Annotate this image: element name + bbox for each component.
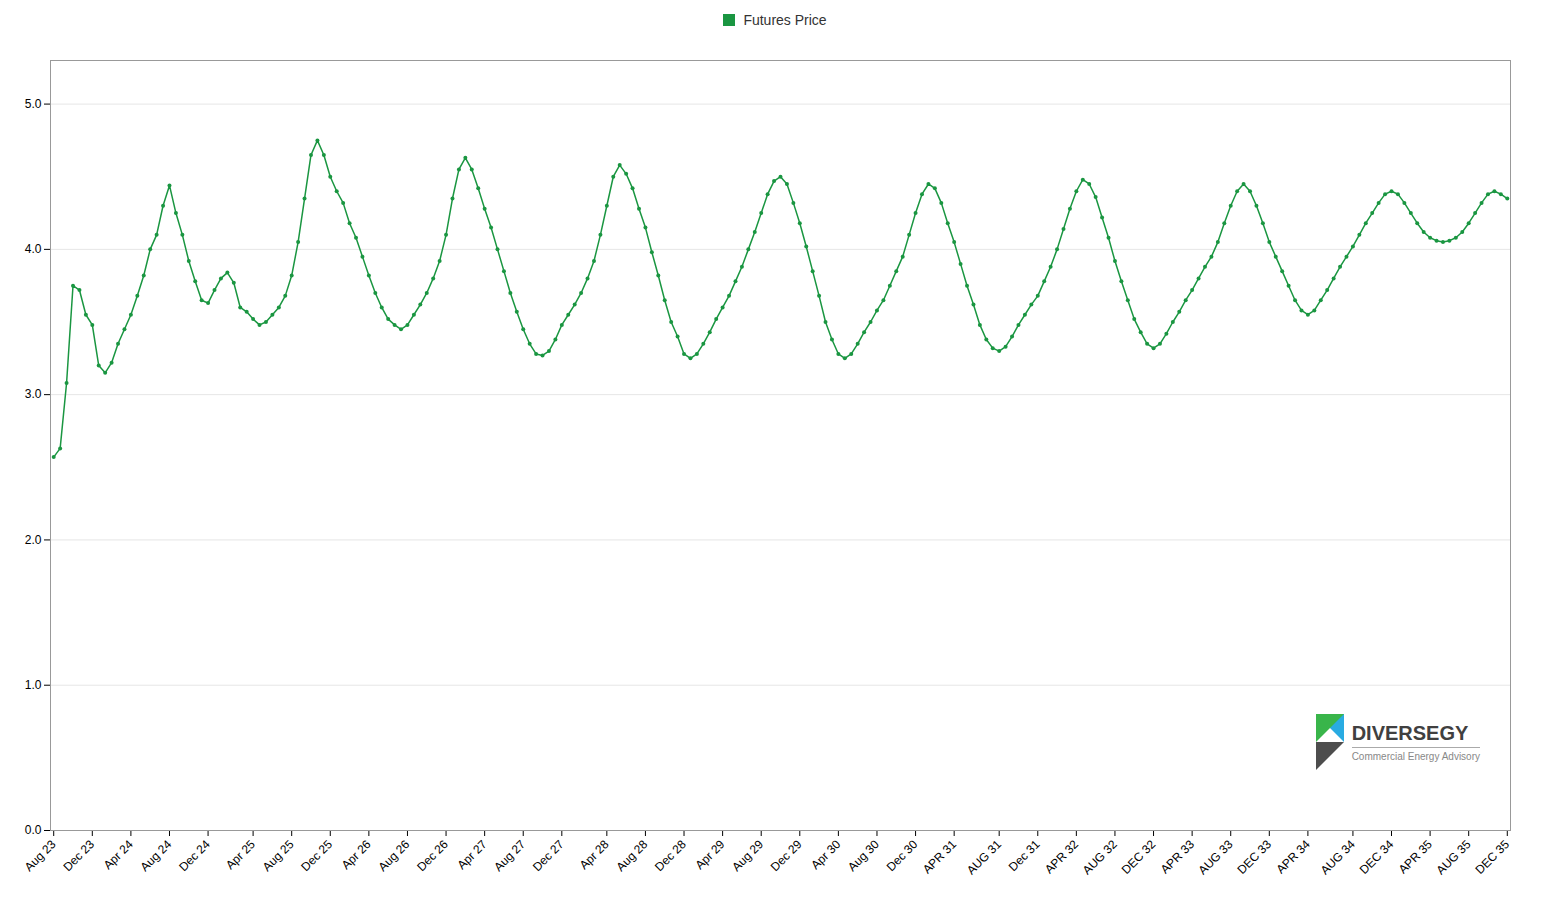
svg-text:Apr 24: Apr 24 xyxy=(101,837,136,872)
svg-text:APR 35: APR 35 xyxy=(1396,837,1435,876)
svg-text:APR 32: APR 32 xyxy=(1042,837,1081,876)
svg-text:Apr 29: Apr 29 xyxy=(693,837,728,872)
svg-text:Apr 27: Apr 27 xyxy=(455,837,490,872)
svg-text:Aug 29: Aug 29 xyxy=(729,837,766,874)
svg-text:Dec 30: Dec 30 xyxy=(884,837,921,874)
svg-text:0.0: 0.0 xyxy=(25,823,42,837)
svg-text:Aug 25: Aug 25 xyxy=(260,837,297,874)
svg-text:Aug 24: Aug 24 xyxy=(138,837,175,874)
svg-text:3.0: 3.0 xyxy=(25,387,42,401)
svg-text:AUG 34: AUG 34 xyxy=(1318,837,1358,877)
html-text:DIVERSEGY: DIVERSEGY xyxy=(1351,722,1469,744)
svg-text:Aug 27: Aug 27 xyxy=(491,837,528,874)
svg-text:DEC 34: DEC 34 xyxy=(1357,837,1397,877)
svg-text:Dec 23: Dec 23 xyxy=(60,837,97,874)
svg-text:Apr 28: Apr 28 xyxy=(577,837,612,872)
svg-text:DEC 33: DEC 33 xyxy=(1235,837,1275,877)
svg-text:Apr 26: Apr 26 xyxy=(339,837,374,872)
svg-text:Dec 28: Dec 28 xyxy=(652,837,689,874)
svg-text:Dec 25: Dec 25 xyxy=(298,837,335,874)
svg-text:AUG 31: AUG 31 xyxy=(964,837,1004,877)
svg-text:AUG 32: AUG 32 xyxy=(1080,837,1120,877)
html-text:Commercial Energy Advisory: Commercial Energy Advisory xyxy=(1351,751,1480,762)
svg-text:Apr 25: Apr 25 xyxy=(223,837,258,872)
svg-text:Aug 30: Aug 30 xyxy=(845,837,882,874)
svg-text:Dec 26: Dec 26 xyxy=(414,837,451,874)
svg-text:Aug 26: Aug 26 xyxy=(375,837,412,874)
svg-text:DEC 32: DEC 32 xyxy=(1119,837,1159,877)
svg-text:Dec 24: Dec 24 xyxy=(176,837,213,874)
svg-text:Dec 31: Dec 31 xyxy=(1006,837,1043,874)
svg-text:4.0: 4.0 xyxy=(25,242,42,256)
svg-text:5.0: 5.0 xyxy=(25,97,42,111)
svg-text:1.0: 1.0 xyxy=(25,678,42,692)
svg-text:AUG 33: AUG 33 xyxy=(1195,837,1235,877)
svg-text:APR 31: APR 31 xyxy=(920,837,959,876)
svg-text:Dec 29: Dec 29 xyxy=(768,837,805,874)
svg-text:APR 33: APR 33 xyxy=(1158,837,1197,876)
svg-text:DEC 35: DEC 35 xyxy=(1473,837,1513,877)
html-text:Futures Price: Futures Price xyxy=(743,12,827,28)
svg-text:AUG 35: AUG 35 xyxy=(1433,837,1473,877)
svg-text:2.0: 2.0 xyxy=(25,533,42,547)
svg-text:Aug 28: Aug 28 xyxy=(613,837,650,874)
svg-text:Dec 27: Dec 27 xyxy=(530,837,567,874)
svg-text:Aug 23: Aug 23 xyxy=(22,837,59,874)
svg-text:Apr 30: Apr 30 xyxy=(808,837,843,872)
svg-text:APR 34: APR 34 xyxy=(1274,837,1313,876)
